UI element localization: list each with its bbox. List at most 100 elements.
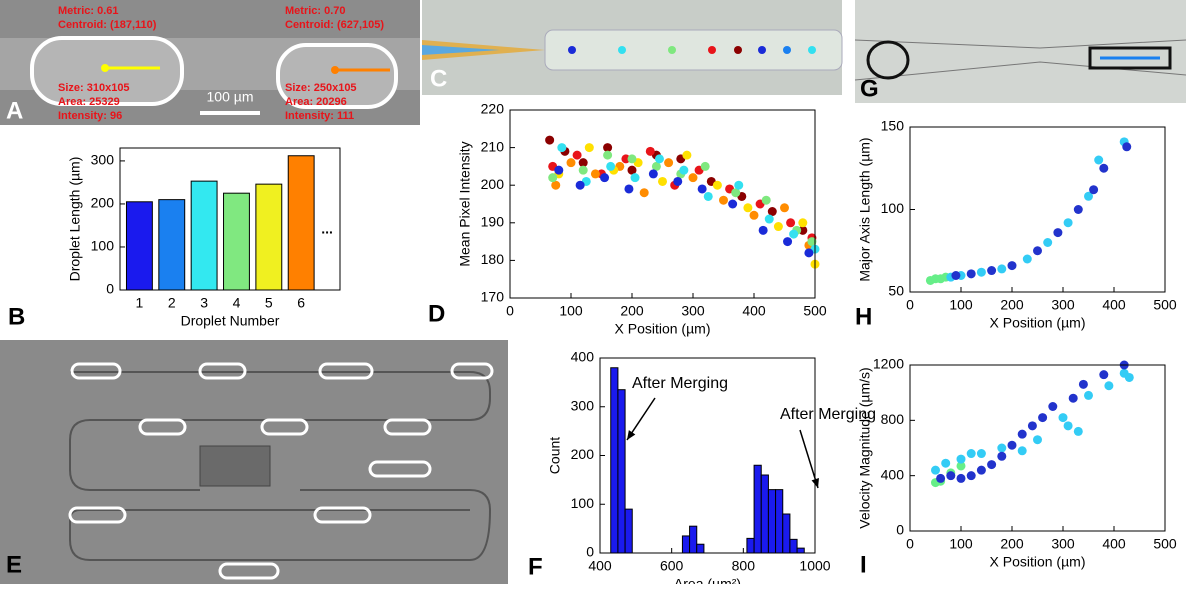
point [590, 169, 600, 179]
chart: 0 400 800 1200 0 100 200 300 400 500 X Position (µ… [857, 356, 1177, 579]
point [1033, 435, 1042, 445]
point [798, 218, 808, 228]
x-tick-label: 200 [1000, 536, 1024, 552]
x-tick-label: 600 [660, 558, 684, 574]
panel-e-image: E [0, 340, 508, 584]
x-tick-label: 100 [559, 303, 583, 319]
panel-g-image: G [854, 0, 1186, 103]
x-axis-label: X Position (µm) [990, 554, 1086, 570]
point [1053, 228, 1063, 238]
axes-frame [909, 364, 1166, 532]
x-tick-label: 6 [297, 295, 305, 311]
x-tick-label: 0 [906, 297, 914, 313]
x-axis-label: X Position (µm) [615, 321, 711, 337]
point [807, 237, 817, 247]
bar [610, 367, 619, 554]
panel-label: E [6, 551, 22, 578]
x-tick-label: 500 [803, 303, 827, 319]
point [1038, 413, 1048, 423]
point [1058, 413, 1068, 423]
bar [796, 547, 805, 554]
point [1007, 261, 1017, 271]
point [682, 150, 692, 160]
point [767, 207, 777, 217]
point [743, 203, 753, 213]
point [966, 269, 976, 279]
bar [760, 474, 769, 554]
point [1068, 393, 1078, 403]
bar [689, 525, 698, 554]
panel-label: G [860, 75, 879, 102]
panel-c-image: C [422, 0, 843, 95]
point [956, 461, 966, 471]
point [697, 184, 707, 194]
x-axis-label: X Position (µm) [990, 315, 1086, 331]
x-tick-label: 3 [200, 295, 208, 311]
bar [782, 513, 791, 554]
x-tick-label: 400 [1102, 536, 1126, 552]
panel-label: A [6, 97, 23, 124]
point [1033, 246, 1042, 256]
bar [696, 543, 705, 554]
point [734, 180, 744, 190]
panel-label: D [428, 300, 445, 327]
point [548, 173, 558, 183]
point [648, 169, 658, 179]
point [545, 135, 555, 145]
ellipsis: ... [321, 221, 333, 237]
chart: 0 100 200 300 1 2 3 4 5 6... Droplet Number Droplet… [8, 147, 341, 330]
x-tick-label: 1 [136, 295, 144, 311]
y-tick-label: 300 [571, 397, 595, 413]
droplet-info: Size: 310x105 [58, 82, 130, 94]
point [951, 271, 961, 280]
y-tick-label: 180 [481, 251, 505, 267]
chart: 170 180 190 200 210 220 0 100 200 300 400 500 X Posi… [428, 101, 827, 337]
point [804, 248, 814, 258]
x-tick-label: 300 [1051, 536, 1075, 552]
y-tick-label: 400 [571, 349, 595, 365]
point [673, 176, 683, 186]
point [627, 165, 637, 175]
point [712, 180, 722, 190]
point [1017, 429, 1027, 439]
point [1084, 191, 1093, 201]
annotation: After Merging [780, 406, 876, 423]
point [997, 443, 1007, 453]
point [700, 161, 710, 171]
y-tick-label: 800 [881, 411, 905, 427]
point [557, 143, 567, 153]
point [1078, 379, 1088, 389]
x-tick-label: 100 [949, 536, 973, 552]
x-tick-label: 300 [681, 303, 705, 319]
y-tick-label: 300 [91, 152, 115, 168]
droplet-info: Area: 25329 [58, 96, 120, 108]
x-tick-label: 1000 [799, 558, 830, 574]
point [728, 199, 738, 209]
bar [158, 199, 186, 291]
x-tick-label: 300 [1051, 297, 1075, 313]
point [1073, 205, 1083, 214]
annotation: After Merging [632, 375, 728, 392]
x-tick-label: 0 [506, 303, 514, 319]
y-tick-label: 0 [106, 281, 114, 297]
point [551, 180, 561, 190]
point [627, 154, 637, 164]
point [1017, 446, 1027, 456]
point [606, 161, 616, 171]
droplet-info: Centroid: (627,105) [285, 19, 384, 31]
point [789, 229, 799, 239]
panel-label: H [855, 303, 872, 330]
y-tick-label: 100 [571, 495, 595, 511]
point [1084, 390, 1093, 400]
bar [775, 489, 784, 554]
x-tick-label: 500 [1153, 536, 1177, 552]
y-axis-label: Major Axis Length (µm) [857, 137, 873, 281]
point [578, 165, 588, 175]
point [1122, 142, 1132, 152]
point [749, 210, 759, 220]
x-tick-label: 800 [732, 558, 756, 574]
point [572, 150, 582, 160]
x-tick-label: 400 [1102, 297, 1126, 313]
point [554, 165, 564, 175]
y-tick-label: 100 [881, 200, 905, 216]
